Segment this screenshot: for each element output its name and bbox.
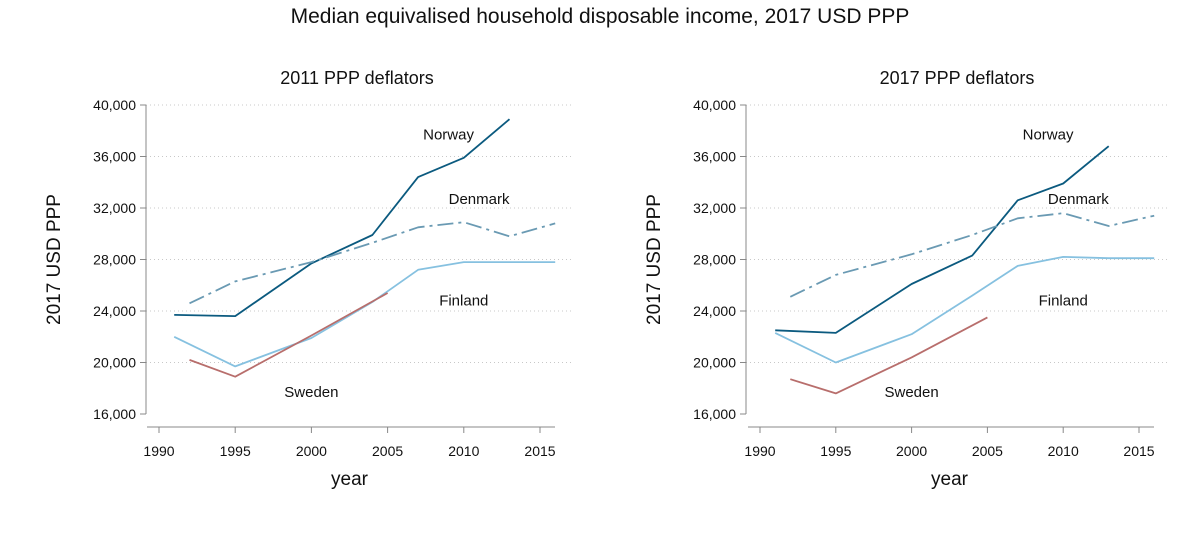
series-line-denmark [789, 212, 1155, 298]
y-tick-label: 36,000 [693, 149, 736, 165]
x-tick-label: 2000 [296, 443, 327, 459]
series-line-norway [775, 145, 1110, 334]
series-line-denmark [189, 221, 556, 305]
series-line-finland [774, 255, 1155, 364]
x-tick-label: 1990 [744, 443, 775, 459]
x-tick-label: 2005 [972, 443, 1003, 459]
x-tick-label: 2010 [448, 443, 479, 459]
panel-2017-ppp: 2017 PPP deflators 16,000 20,000 24,000 28,0… [644, 68, 1170, 490]
x-tick-label: 2015 [524, 443, 555, 459]
y-tick-label: 32,000 [93, 200, 136, 216]
series-label-finland: Finland [439, 293, 488, 310]
y-tick-label: 20,000 [693, 355, 736, 371]
y-tick-label: 24,000 [693, 303, 736, 319]
y-tick-label: 28,000 [693, 252, 736, 268]
series-label-denmark: Denmark [449, 191, 510, 208]
series-label-norway: Norway [423, 127, 474, 144]
panel-title: 2011 PPP deflators [280, 68, 433, 88]
x-axis-label: year [331, 469, 369, 490]
y-tick-label: 36,000 [93, 149, 136, 165]
x-tick-label: 1995 [220, 443, 251, 459]
series-line-sweden [189, 292, 389, 378]
series-label-finland: Finland [1039, 293, 1088, 310]
series-line-norway [174, 118, 511, 318]
panel-2011-ppp: 2011 PPP deflators 16,000 20,000 24,000 28,0… [44, 68, 572, 490]
y-tick-label: 16,000 [693, 406, 736, 422]
series-label-sweden: Sweden [284, 384, 338, 401]
y-axis-label: 2017 USD PPP [44, 194, 65, 325]
y-axis-label: 2017 USD PPP [644, 194, 665, 325]
x-tick-label: 2005 [372, 443, 403, 459]
panel-title: 2017 PPP deflators [880, 68, 1035, 88]
y-tick-label: 20,000 [93, 355, 136, 371]
series-label-sweden: Sweden [884, 384, 938, 401]
y-tick-label: 28,000 [93, 252, 136, 268]
x-axis-label: year [931, 469, 969, 490]
x-tick-label: 2015 [1123, 443, 1154, 459]
series-label-norway: Norway [1023, 127, 1074, 144]
series-line-finland [173, 261, 556, 368]
y-tick-label: 40,000 [693, 97, 736, 113]
y-tick-label: 40,000 [93, 97, 136, 113]
y-tick-label: 24,000 [93, 303, 136, 319]
y-tick-label: 32,000 [693, 200, 736, 216]
x-tick-label: 1995 [820, 443, 851, 459]
x-tick-label: 1990 [143, 443, 174, 459]
x-tick-label: 2010 [1048, 443, 1079, 459]
series-line-sweden [790, 316, 988, 395]
x-tick-label: 2000 [896, 443, 927, 459]
chart-main-title: Median equivalised household disposable … [290, 5, 910, 28]
y-tick-label: 16,000 [93, 406, 136, 422]
series-label-denmark: Denmark [1048, 191, 1109, 208]
